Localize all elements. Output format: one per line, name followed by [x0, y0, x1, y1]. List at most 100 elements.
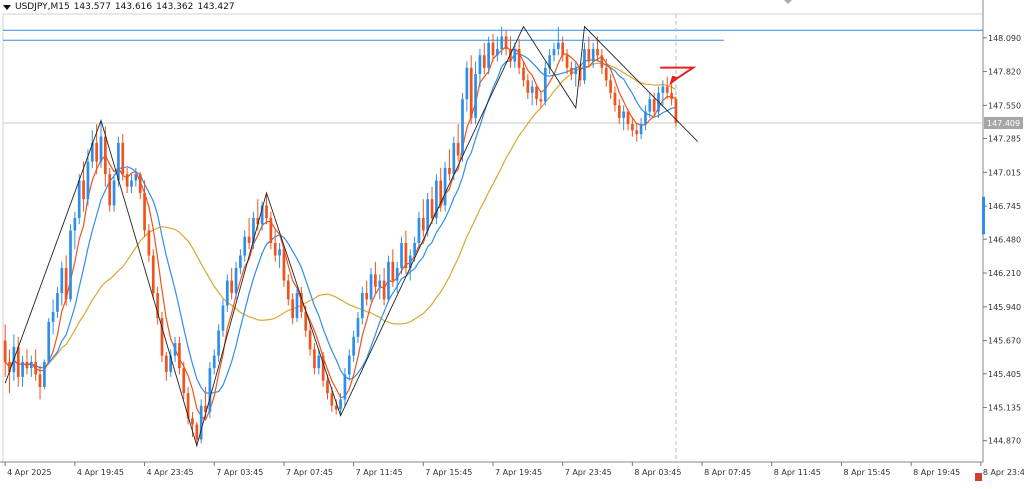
candle-bull — [661, 86, 665, 93]
candle-bull — [639, 124, 643, 135]
candle-bear — [631, 124, 634, 131]
candle-bear — [491, 42, 495, 56]
x-tick-label: 4 Apr 19:45 — [77, 468, 124, 477]
candle-bull — [51, 311, 55, 322]
candle-bear — [16, 346, 20, 377]
x-tick-label: 7 Apr 11:45 — [356, 468, 403, 477]
candle-bear — [121, 142, 125, 175]
candle-bear — [64, 268, 68, 300]
candle-bull — [73, 217, 77, 231]
candle-bear — [82, 180, 85, 200]
candle-bear — [565, 55, 569, 68]
candle-bear — [204, 405, 207, 412]
candle-bear — [108, 174, 112, 206]
y-tick-label: 147.015 — [988, 168, 1021, 177]
y-tick-label: 145.135 — [988, 404, 1021, 413]
candle-bull — [347, 355, 351, 375]
candle-bear — [382, 280, 386, 300]
candle-bear — [143, 192, 146, 231]
candle-bull — [278, 249, 281, 256]
x-tick-label: 7 Apr 07:45 — [286, 468, 333, 477]
candle-bull — [217, 330, 220, 356]
candle-bear — [178, 343, 181, 369]
candle-bull — [461, 99, 464, 156]
candle-bull — [543, 67, 547, 102]
candle-bear — [539, 99, 543, 102]
current-price-label: 147.409 — [987, 119, 1020, 128]
x-tick-label: 4 Apr 23:45 — [147, 468, 194, 477]
candle-bear — [635, 130, 639, 135]
candle-bear — [164, 355, 168, 372]
candle-bear — [95, 142, 98, 162]
candle-bear — [448, 167, 451, 175]
candle-bull — [225, 280, 229, 306]
candle-bear — [391, 261, 395, 281]
x-tick-label: 8 Apr 07:45 — [704, 468, 751, 477]
candle-bull — [339, 399, 342, 410]
signal-arrow-line — [660, 66, 697, 81]
candle-bull — [574, 67, 578, 75]
candle-bear — [321, 355, 325, 381]
shift-marker-icon — [784, 0, 792, 4]
candle-bear — [182, 368, 186, 394]
x-tick-label: 7 Apr 19:45 — [495, 468, 542, 477]
y-tick-label: 146.480 — [988, 235, 1021, 244]
candle-bear — [186, 393, 190, 419]
candle-bull — [99, 136, 103, 162]
candle-bear — [522, 67, 525, 81]
candle-bull — [400, 243, 403, 269]
candle-bull — [500, 36, 504, 50]
candle-bear — [104, 136, 107, 175]
x-tick-label: 4 Apr 2025 — [7, 468, 51, 477]
candle-bear — [600, 55, 604, 68]
candle-bull — [212, 355, 216, 369]
candle-bear — [247, 236, 251, 244]
y-tick-label: 147.285 — [988, 135, 1021, 144]
candle-bull — [29, 361, 33, 369]
y-tick-label: 145.405 — [988, 370, 1021, 379]
candle-bull — [548, 55, 551, 68]
candle-bear — [195, 424, 199, 440]
candle-bear — [308, 330, 312, 350]
candle-bear — [191, 418, 194, 425]
candle-bear — [626, 111, 630, 125]
candle-bull — [369, 274, 373, 300]
candle-bear — [256, 217, 260, 225]
candle-bear — [596, 49, 599, 56]
candle-bull — [648, 99, 652, 112]
candle-bull — [295, 293, 299, 319]
candle-bear — [334, 405, 338, 410]
candle-bear — [604, 67, 608, 81]
candle-bull — [556, 42, 560, 50]
candle-bull — [452, 142, 456, 175]
ohlc-low: 143.362 — [156, 2, 194, 12]
candle-bull — [169, 355, 173, 372]
candle-bull — [343, 374, 347, 400]
candle-bear — [151, 255, 155, 294]
candle-bear — [504, 36, 508, 50]
candle-bear — [365, 293, 369, 300]
ma-mid-line — [4, 52, 676, 394]
x-tick-label: 7 Apr 15:45 — [425, 468, 472, 477]
candle-bear — [269, 217, 273, 244]
candle-bull — [552, 49, 556, 56]
candle-bull — [317, 355, 321, 369]
candle-bull — [56, 293, 59, 312]
candle-bear — [609, 80, 612, 93]
candle-bull — [496, 49, 499, 56]
candle-bull — [413, 243, 416, 256]
caret-down-icon[interactable] — [3, 4, 11, 10]
candle-bull — [260, 205, 264, 225]
candle-bull — [417, 217, 421, 244]
candle-bear — [282, 249, 286, 281]
candle-bull — [69, 230, 72, 300]
candle-bull — [443, 167, 447, 206]
candle-bear — [439, 180, 443, 206]
candle-bear — [526, 80, 530, 93]
candle-bear — [652, 99, 656, 112]
candle-bear — [613, 92, 617, 106]
candle-bull — [465, 67, 469, 100]
y-tick-label: 145.940 — [988, 303, 1021, 312]
